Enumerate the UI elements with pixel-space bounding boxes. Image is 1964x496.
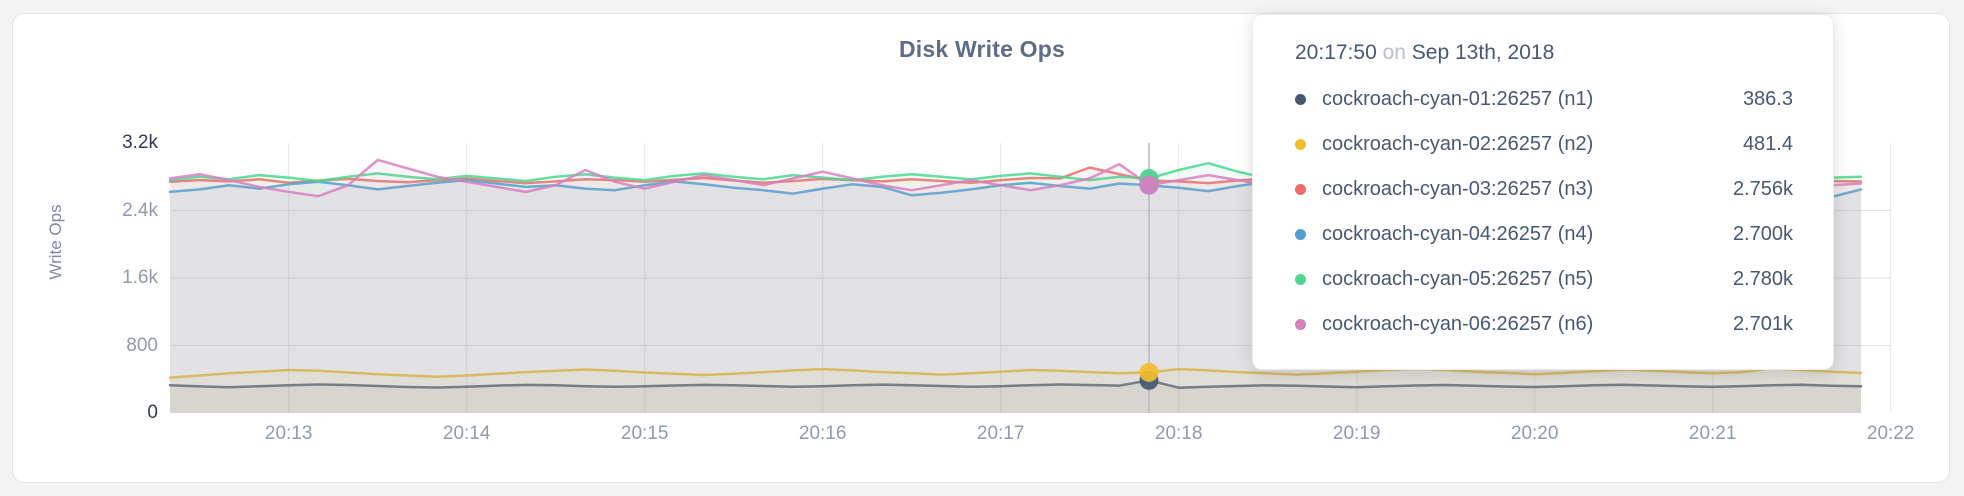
series-area-n1 — [170, 380, 1861, 413]
series-value: 2.701k — [1732, 313, 1793, 335]
tooltip-row: cockroach-cyan-01:26257 (n1) 386.3 — [1295, 77, 1793, 122]
tooltip-date: Sep 13th, 2018 — [1411, 41, 1555, 64]
y-tick-label: 2.4k — [122, 199, 158, 221]
series-color-dot-icon — [1295, 94, 1306, 105]
chart-title: Disk Write Ops — [899, 36, 1065, 62]
series-line-n1 — [168, 379, 1863, 389]
tooltip-row: cockroach-cyan-06:26257 (n6) 2.701k — [1295, 302, 1793, 347]
y-tick-label: 3.2k — [122, 132, 158, 153]
tooltip-row: cockroach-cyan-04:26257 (n4) 2.700k — [1295, 212, 1793, 257]
x-tick-label: 20:22 — [1866, 423, 1915, 444]
series-color-dot-icon — [1295, 274, 1306, 285]
x-tick-label: 20:16 — [798, 423, 847, 444]
series-color-dot-icon — [1295, 229, 1306, 240]
series-color-dot-icon — [1295, 184, 1306, 195]
series-name: cockroach-cyan-03:26257 (n3) — [1322, 178, 1594, 200]
x-tick-label: 20:20 — [1510, 423, 1559, 444]
x-tick-label: 20:13 — [264, 423, 313, 444]
series-name: cockroach-cyan-02:26257 (n2) — [1322, 133, 1594, 155]
x-tick-label: 20:15 — [620, 423, 669, 444]
series-value: 2.700k — [1732, 223, 1793, 245]
x-tick-label: 20:21 — [1688, 423, 1737, 444]
y-tick-label: 1.6k — [122, 267, 158, 288]
series-line-n2 — [168, 367, 1863, 379]
tooltip-on-word: on — [1382, 41, 1406, 64]
x-tick-label: 20:14 — [442, 423, 491, 444]
tooltip-row: cockroach-cyan-02:26257 (n2) 481.4 — [1295, 122, 1793, 167]
series-area-n2 — [170, 368, 1861, 413]
tooltip-time: 20:17:50 — [1295, 41, 1377, 64]
y-tick-label: 800 — [126, 334, 158, 356]
series-value: 386.3 — [1742, 88, 1793, 110]
x-tick-label: 20:18 — [1154, 423, 1203, 444]
tooltip-rows: cockroach-cyan-01:26257 (n1) 386.3 cockroa… — [1295, 77, 1793, 347]
series-value: 2.780k — [1732, 268, 1793, 290]
series-color-dot-icon — [1295, 319, 1306, 330]
hover-dot-n6 — [1139, 175, 1159, 195]
series-value: 481.4 — [1742, 133, 1793, 155]
series-color-dot-icon — [1295, 139, 1306, 150]
tooltip-header: 20:17:50 on Sep 13th, 2018 — [1295, 37, 1793, 69]
x-tick-label: 20:19 — [1332, 423, 1381, 444]
series-name: cockroach-cyan-05:26257 (n5) — [1322, 268, 1594, 290]
series-name: cockroach-cyan-01:26257 (n1) — [1322, 88, 1594, 110]
tooltip-row: cockroach-cyan-03:26257 (n3) 2.756k — [1295, 167, 1793, 212]
series-value: 2.756k — [1732, 178, 1793, 200]
series-name: cockroach-cyan-06:26257 (n6) — [1322, 313, 1594, 335]
x-tick-label: 20:17 — [976, 423, 1025, 444]
tooltip-row: cockroach-cyan-05:26257 (n5) 2.780k — [1295, 257, 1793, 302]
hover-tooltip: 20:17:50 on Sep 13th, 2018 cockroach-cya… — [1252, 14, 1834, 370]
y-tick-label: 0 — [147, 402, 158, 423]
series-name: cockroach-cyan-04:26257 (n4) — [1322, 223, 1594, 245]
hover-dot-n2 — [1139, 362, 1159, 382]
